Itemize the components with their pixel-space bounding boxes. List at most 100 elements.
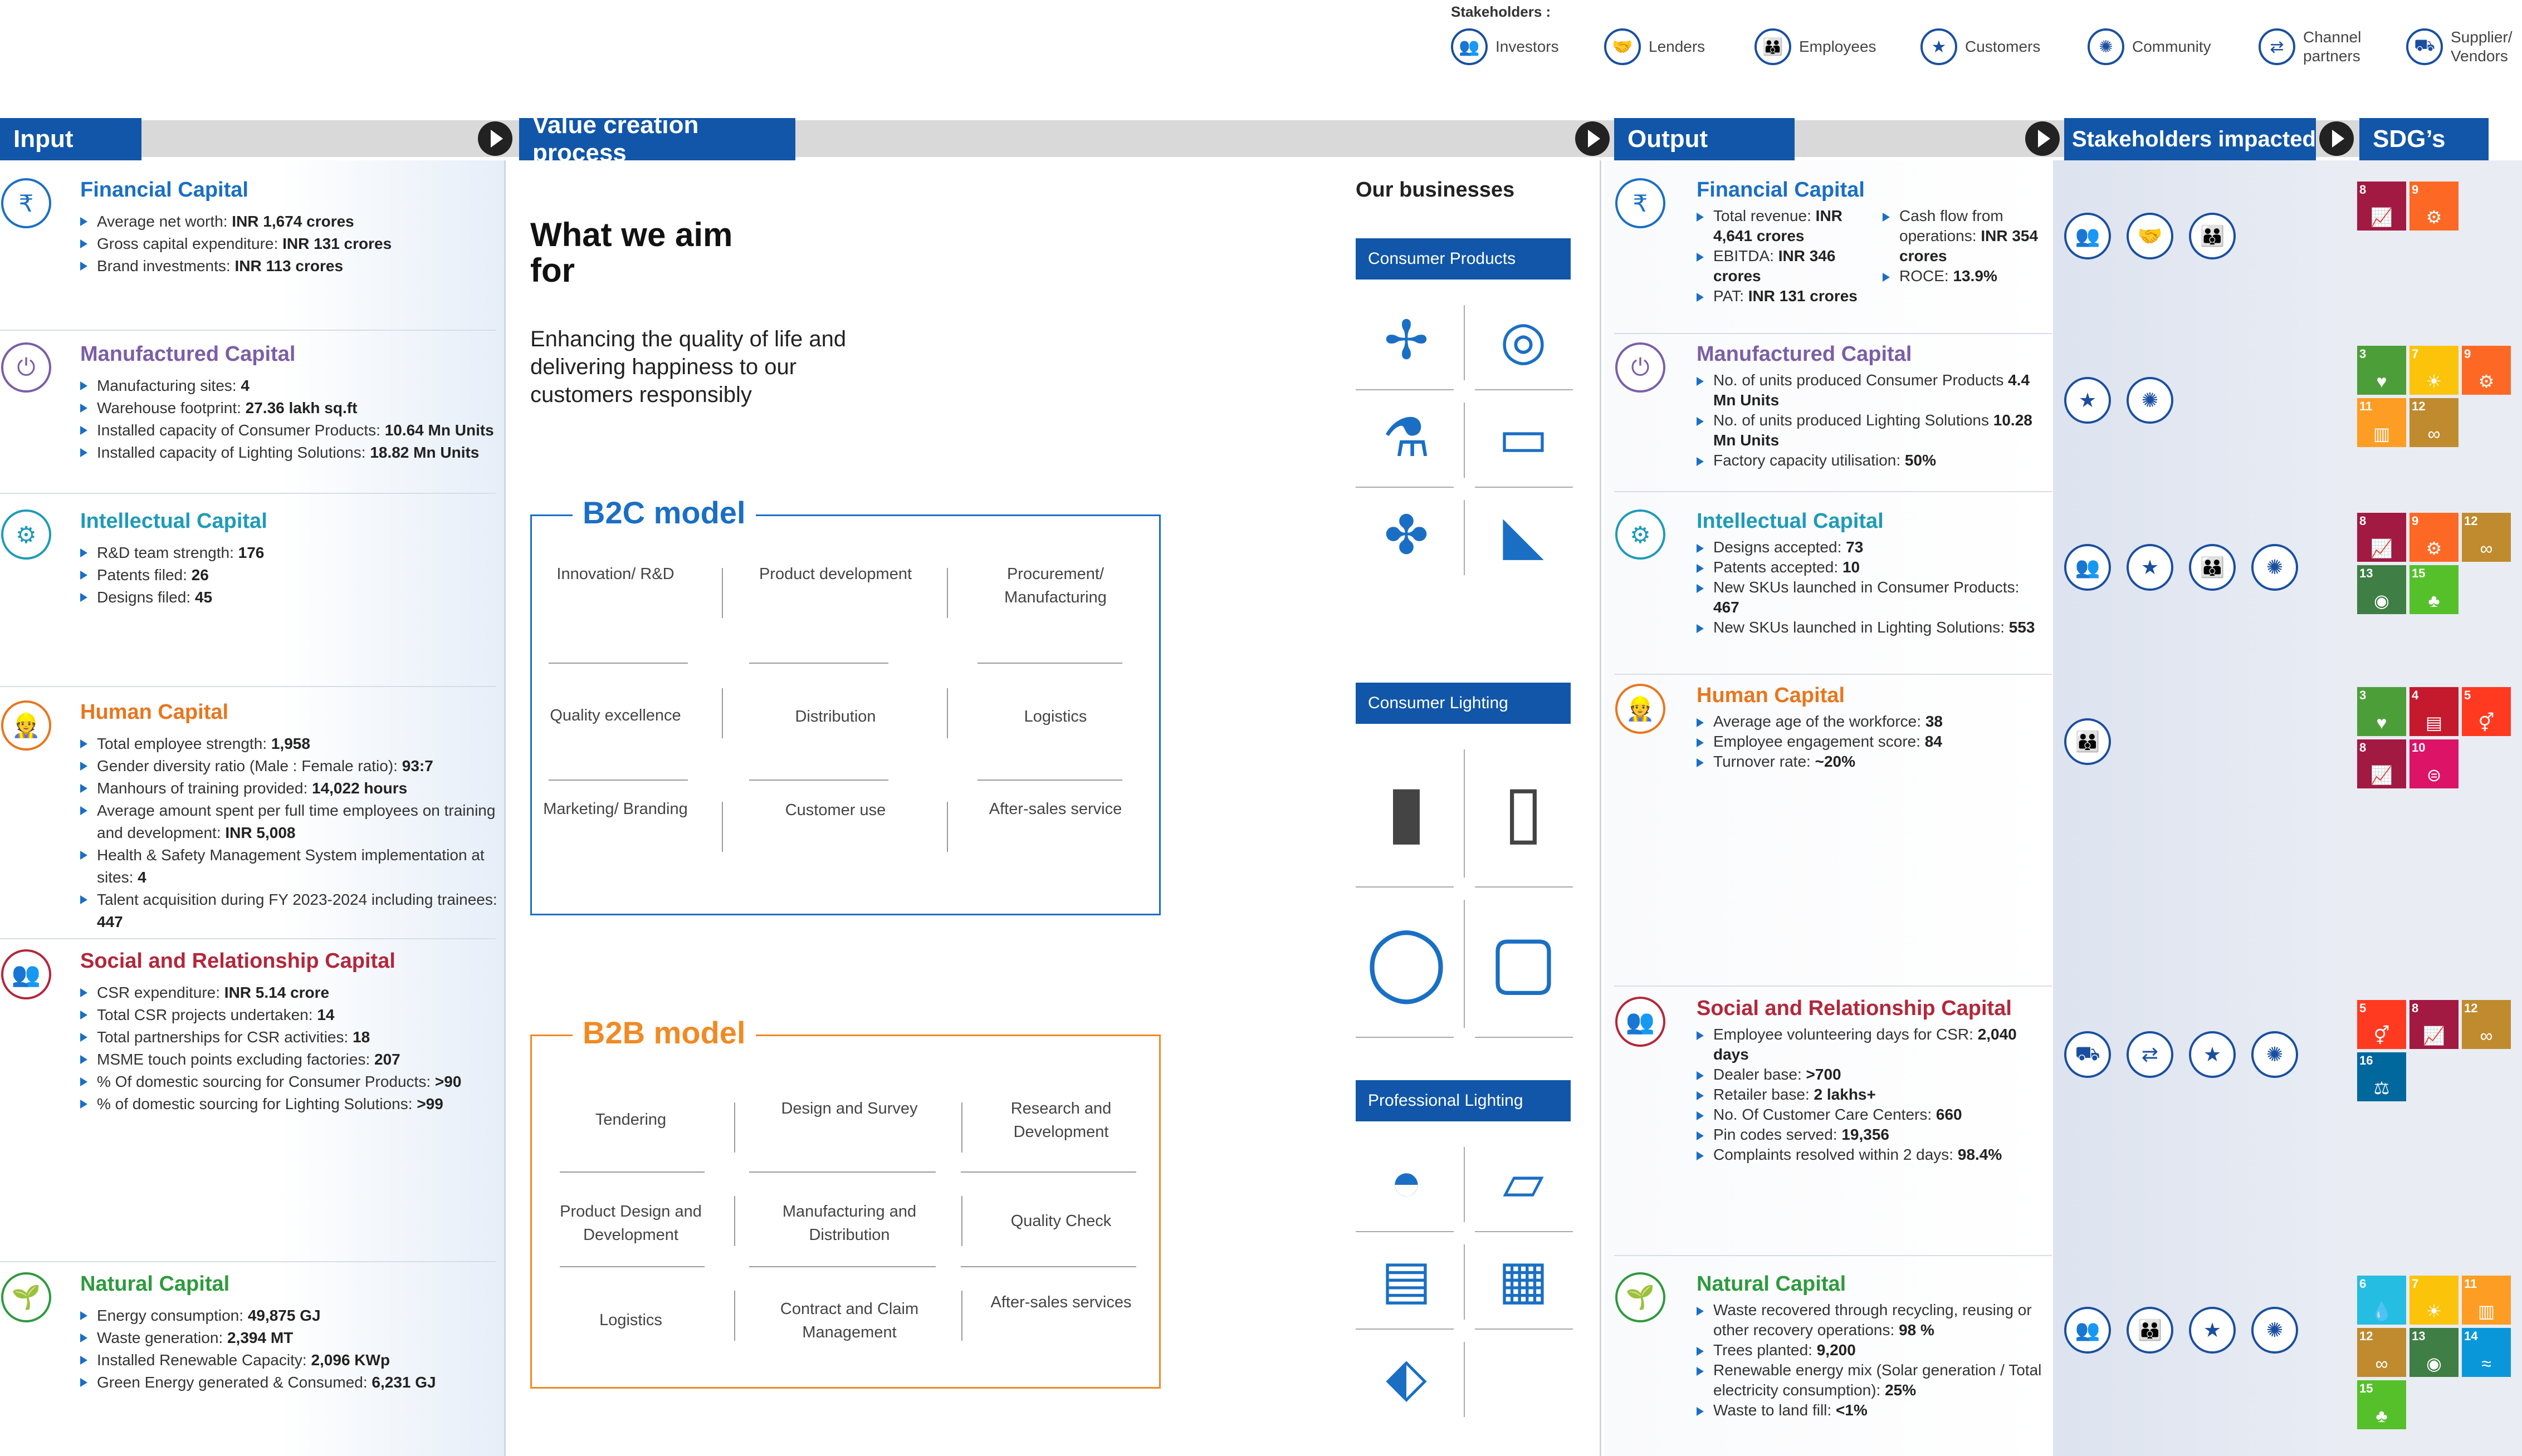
employees-icon: 👪 <box>1754 28 1791 65</box>
capital-metrics-list: Manufacturing sites: 4 Warehouse footprin… <box>80 375 498 464</box>
divider <box>504 160 506 1456</box>
employees-icon: 👪 <box>2189 544 2236 591</box>
sdg-number: 9 <box>2412 183 2419 197</box>
metric-label: Patents filed: <box>97 566 192 584</box>
capital-title: Human Capital <box>80 700 229 724</box>
arrow-right-icon <box>1575 121 1610 156</box>
list-item: Total partnerships for CSR activities: 1… <box>80 1026 498 1048</box>
metric-label: Employee volunteering days for CSR: <box>1713 1026 1978 1043</box>
metric-value: 18 <box>353 1028 370 1046</box>
sdg-number: 15 <box>2359 1381 2373 1395</box>
metric-label: Waste generation: <box>97 1329 227 1346</box>
metric-value: <1% <box>1835 1401 1868 1419</box>
arrow-right-icon <box>478 121 512 156</box>
sdg-number: 8 <box>2359 183 2367 197</box>
list-item: Average amount spent per full time emplo… <box>80 800 498 844</box>
sdg-16-icon: 16 ⚖ <box>2357 1052 2406 1101</box>
customers-icon: ★ <box>2189 1307 2236 1354</box>
divider <box>0 1261 496 1262</box>
metric-value: 4 <box>241 377 250 394</box>
list-item: Waste generation: 2,394 MT <box>80 1327 498 1349</box>
gas-stove-icon: ◎ <box>1500 310 1547 370</box>
sdg-glyph: ⚥ <box>2478 713 2495 733</box>
metric-value: 13.9% <box>1953 267 1997 285</box>
metric-value: 2 lakhs+ <box>1814 1086 1876 1103</box>
sdg-number: 9 <box>2412 514 2419 528</box>
metric-label: ROCE: <box>1899 267 1953 285</box>
street-light-icon: ▱ <box>1503 1152 1544 1212</box>
community-icon: ✺ <box>2251 544 2298 591</box>
post-top-light-icon: ⬖ <box>1386 1347 1427 1407</box>
metric-value: 25% <box>1885 1381 1917 1399</box>
metric-value: 4 <box>138 869 146 886</box>
sdg-14-icon: 14 ≈ <box>2462 1328 2511 1377</box>
sdg-12-icon: 12 ∞ <box>2462 1000 2511 1049</box>
list-item: Manhours of training provided: 14,022 ho… <box>80 777 498 800</box>
capital-metrics-list: CSR expenditure: INR 5.14 crore Total CSR… <box>80 982 498 1115</box>
list-item: ROCE: 13.9% <box>1883 266 2039 286</box>
sdg-glyph: ⚙ <box>2426 538 2442 558</box>
sdg-number: 5 <box>2359 1001 2367 1015</box>
sdg-number: 13 <box>2412 1329 2426 1343</box>
intellectual-capital-icon: ⚙ <box>1 509 51 560</box>
metric-value: 660 <box>1936 1106 1962 1123</box>
sdg-8-icon: 8 📈 <box>2409 1000 2459 1049</box>
model-step: Design and Survey <box>781 1100 918 1117</box>
sdg-4-icon: 4 ▤ <box>2409 687 2459 736</box>
sdg-6-icon: 6 💧 <box>2357 1276 2406 1325</box>
divider <box>1614 674 2052 675</box>
sdg-glyph: ☀ <box>2426 1301 2442 1321</box>
lenders-icon: 🤝 <box>1604 28 1641 65</box>
metric-value: 6,231 GJ <box>372 1374 436 1391</box>
manufactured-capital-icon: ⏻ <box>1615 342 1665 393</box>
sdg-glyph: ☀ <box>2426 371 2442 391</box>
metric-value: 10 <box>1842 558 1860 576</box>
community-icon: ✺ <box>2088 28 2124 65</box>
metric-value: 27.36 lakh sq.ft <box>245 399 358 416</box>
metric-value: INR 131 crores <box>1748 287 1858 305</box>
list-item: Employee engagement score: 84 <box>1697 732 2042 752</box>
square-panel-light-icon: ▢ <box>1489 920 1558 1002</box>
metric-value: INR 354 crores <box>1899 227 2039 264</box>
divider <box>1475 487 1573 488</box>
divider <box>1464 305 1465 380</box>
customers-icon: ★ <box>1920 28 1957 65</box>
sdg-number: 12 <box>2464 514 2478 528</box>
capital-metrics-list: Total revenue: INR 4,641 crores EBITDA: I… <box>1697 206 1858 306</box>
employees-icon: 👪 <box>2064 718 2111 765</box>
divider <box>1614 1255 2052 1256</box>
suppliers-icon: ⛟ <box>2064 1031 2111 1078</box>
divider <box>1356 389 1454 390</box>
metric-label: Waste to land fill: <box>1713 1401 1836 1419</box>
businesses-title: Our businesses <box>1356 178 1515 202</box>
capital-metrics-list: Average age of the workforce: 38 Employee… <box>1697 712 2042 772</box>
metric-value: INR 131 crores <box>282 235 392 252</box>
stakeholder-label: Customers <box>1965 38 2041 55</box>
divider <box>961 1102 962 1153</box>
metric-value: >99 <box>417 1095 443 1112</box>
sdg-number: 8 <box>2412 1001 2419 1015</box>
divider <box>0 330 496 331</box>
natural-capital-icon: 🌱 <box>1 1272 51 1322</box>
metric-label: Retailer base: <box>1713 1086 1814 1103</box>
sdg-glyph: ⚙ <box>2426 207 2442 227</box>
sdg-12-icon: 12 ∞ <box>2357 1328 2406 1377</box>
capital-metrics-list: No. of units produced Consumer Products … <box>1697 370 2042 470</box>
business-group-header: Professional Lighting <box>1356 1080 1571 1121</box>
metric-label: R&D team strength: <box>97 544 238 561</box>
b2b-frame <box>530 1035 1161 1389</box>
community-icon: ✺ <box>2251 1031 2298 1078</box>
list-item: Gross capital expenditure: INR 131 crore… <box>80 233 498 255</box>
sdg-glyph: 📈 <box>2371 538 2393 558</box>
metric-label: Gender diversity ratio (Male : Female ra… <box>97 757 402 774</box>
customers-icon: ★ <box>2189 1031 2236 1078</box>
metric-label: MSME touch points excluding factories: <box>97 1051 375 1068</box>
capital-title: Intellectual Capital <box>1697 509 1884 533</box>
divider <box>1600 160 1601 1456</box>
capital-metrics-list: Waste recovered through recycling, reusi… <box>1697 1300 2042 1420</box>
list-item: Patents filed: 26 <box>80 564 498 586</box>
divider <box>1464 500 1465 575</box>
social-capital-icon: 👥 <box>1 949 51 999</box>
metric-label: Warehouse footprint: <box>97 399 246 416</box>
metric-value: INR 346 crores <box>1713 247 1836 285</box>
